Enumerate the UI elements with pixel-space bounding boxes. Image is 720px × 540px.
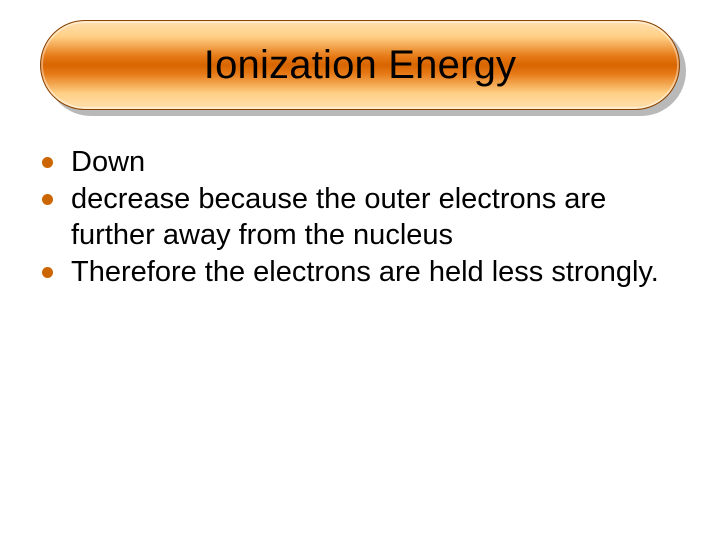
list-item: Therefore the electrons are held less st… <box>42 255 682 290</box>
list-item: decrease because the outer electrons are… <box>42 182 682 253</box>
title-container: Ionization Energy <box>40 20 680 115</box>
bullet-dot-icon <box>42 267 53 278</box>
bullet-list: Down decrease because the outer electron… <box>42 145 682 293</box>
bullet-text: Therefore the electrons are held less st… <box>71 255 659 290</box>
page-title: Ionization Energy <box>204 43 516 88</box>
bullet-text: Down <box>71 145 145 180</box>
bullet-dot-icon <box>42 157 53 168</box>
bullet-dot-icon <box>42 194 53 205</box>
title-pill: Ionization Energy <box>40 20 680 110</box>
bullet-text: decrease because the outer electrons are… <box>71 182 682 253</box>
list-item: Down <box>42 145 682 180</box>
